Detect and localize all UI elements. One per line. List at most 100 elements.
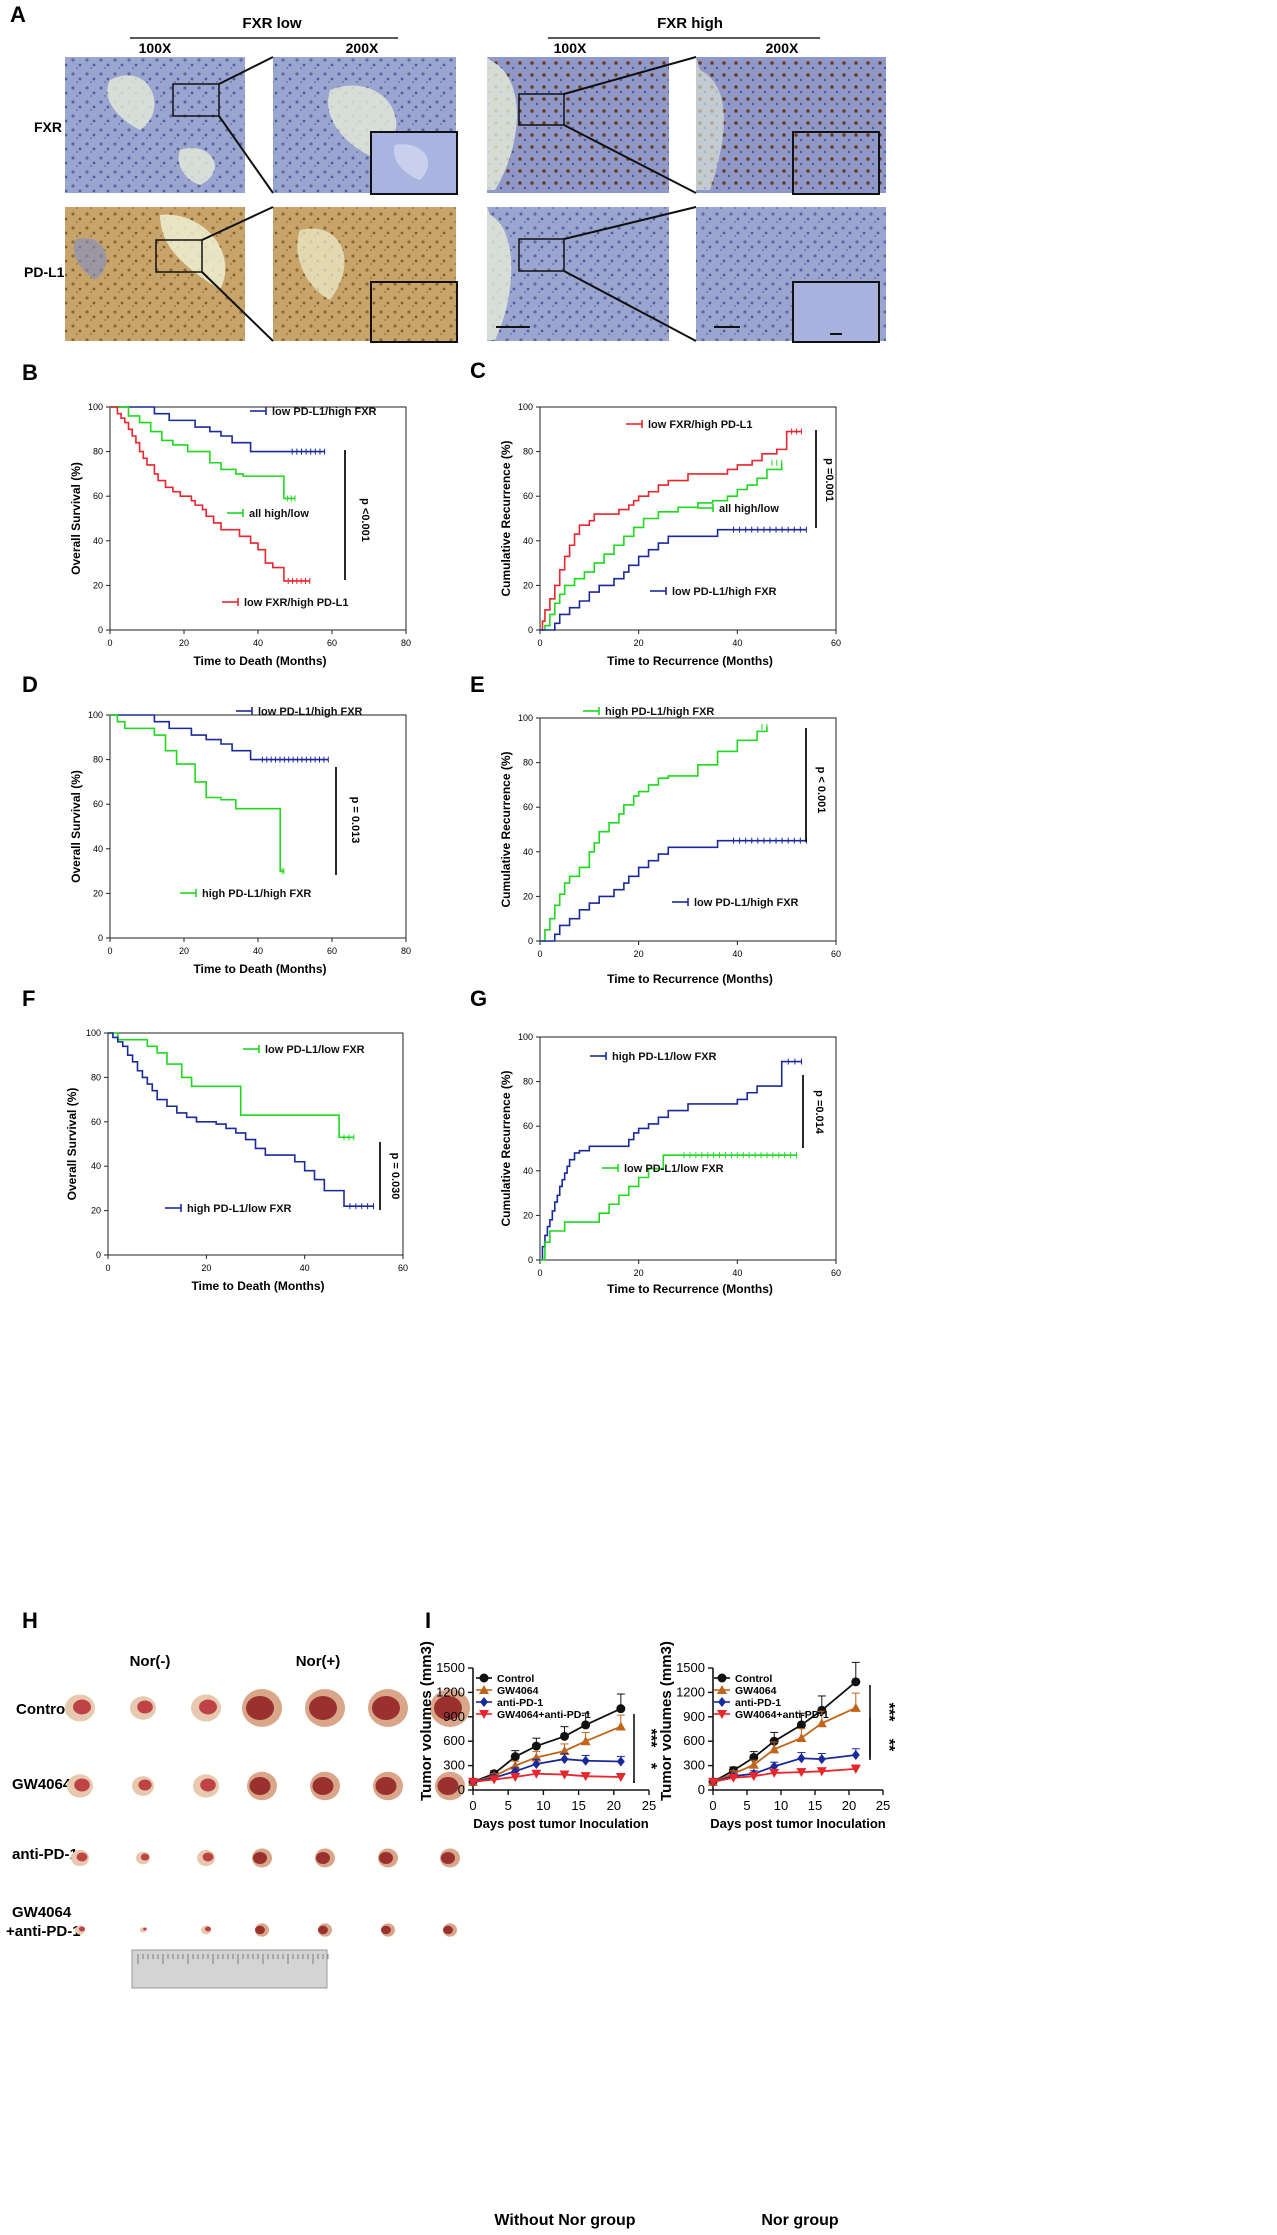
data-point — [797, 1753, 806, 1764]
data-point — [850, 1764, 861, 1774]
mag-label-200x-high: 200X — [766, 40, 799, 56]
tumor-hemorrhage — [137, 1700, 153, 1714]
x-tick-label: 0 — [537, 638, 542, 648]
series-line — [108, 1032, 374, 1207]
row-label-pdl1: PD-L1 — [24, 264, 65, 280]
chart-d: 0 20 40 60 80 0 20 40 60 80 100 Time to Death (Mont… — [69, 706, 411, 976]
series-line — [540, 430, 802, 631]
y-tick-label: 60 — [523, 491, 533, 501]
ruler — [131, 1949, 329, 1989]
y-axis-label: Cumulative Recurrence (%) — [499, 751, 513, 907]
data-point — [615, 1721, 626, 1731]
x-tick-label: 60 — [327, 638, 337, 648]
x-tick-label: 20 — [634, 638, 644, 648]
data-point — [816, 1767, 827, 1777]
significance-label: ** — [880, 1739, 897, 1752]
y-axis-label: Cumulative Recurrence (%) — [499, 440, 513, 596]
y-axis-label: Cumulative Recurrence (%) — [499, 1070, 513, 1226]
x-tick-label: 15 — [808, 1798, 822, 1813]
data-point — [748, 1772, 759, 1782]
data-point — [532, 1758, 541, 1769]
data-point — [510, 1760, 521, 1770]
data-point — [479, 1710, 489, 1719]
y-tick-label: 0 — [458, 1782, 465, 1797]
y-tick-label: 40 — [91, 1161, 101, 1171]
y-axis-label: Overall Survival (%) — [69, 770, 83, 883]
legend-entry: GW4064+anti-PD-1 — [497, 1709, 591, 1721]
tumor-hemorrhage — [140, 1853, 150, 1861]
panel-a: A FXR low FXR high 100X 200X 100X 200X F… — [10, 2, 886, 343]
x-tick-label: 0 — [107, 946, 112, 956]
zoom-line — [201, 271, 274, 342]
chart-i-without-nor: 0 5 10 15 20 25 0 300 600 900 1200 1500 Days post tu… — [418, 1641, 659, 2229]
x-axis-label: Time to Recurrence (Months) — [607, 1282, 773, 1296]
legend-entry: low PD-L1/high FXR — [694, 897, 799, 909]
series-line — [110, 406, 325, 453]
legend-entry: low FXR/high PD-L1 — [648, 419, 753, 431]
zoom-line — [563, 270, 697, 342]
series-line — [110, 714, 329, 761]
plot-frame — [107, 1032, 404, 1256]
y-tick-label: 0 — [96, 1250, 101, 1260]
panel-label-i: I — [425, 1608, 431, 1633]
panel-label-b: B — [22, 360, 38, 385]
data-point — [817, 1705, 827, 1715]
y-tick-label: 80 — [523, 1077, 533, 1087]
zoom-line — [563, 124, 697, 194]
y-axis-label: Overall Survival (%) — [65, 1088, 79, 1201]
y-tick-label: 40 — [93, 844, 103, 854]
legend-entry: anti-PD-1 — [735, 1697, 781, 1709]
tumor-hemorrhage — [200, 1778, 216, 1792]
y-axis-label: Tumor volumes (mm3) — [658, 1641, 675, 1801]
tumor-hemorrhage — [318, 1925, 328, 1935]
mag-label-100x-high: 100X — [554, 40, 587, 56]
data-point — [769, 1736, 779, 1746]
x-tick-label: 40 — [732, 949, 742, 959]
panel-label-d: D — [22, 672, 38, 697]
data-point — [479, 1673, 489, 1683]
y-axis-label: Tumor volumes (mm3) — [418, 1641, 435, 1801]
tumor-photo-grid — [65, 1689, 470, 1937]
micrograph-fxr-low-200x — [273, 57, 458, 195]
data-point — [717, 1673, 727, 1683]
significance-label: * — [642, 1763, 659, 1770]
data-point — [796, 1732, 807, 1742]
p-value: p <0.001 — [359, 498, 371, 542]
y-tick-label: 300 — [683, 1758, 705, 1773]
data-point — [616, 1704, 626, 1714]
y-tick-label: 1200 — [676, 1684, 705, 1699]
x-tick-label: 20 — [842, 1798, 856, 1813]
series-line — [110, 406, 295, 500]
row-label-combo-2: +anti-PD-1 — [6, 1923, 81, 1940]
x-tick-label: 60 — [398, 1263, 408, 1273]
plot-frame — [539, 1036, 837, 1261]
panel-label-c: C — [470, 358, 486, 383]
row-label-gw4064: GW4064 — [12, 1776, 72, 1793]
y-tick-label: 20 — [91, 1206, 101, 1216]
x-tick-label: 0 — [537, 1268, 542, 1278]
x-axis-label: Time to Death (Months) — [193, 962, 326, 976]
y-tick-label: 80 — [523, 758, 533, 768]
x-tick-label: 60 — [831, 638, 841, 648]
micrograph-fxr-high-100x — [487, 57, 669, 193]
legend-entry: low PD-L1/low FXR — [624, 1163, 724, 1175]
y-tick-label: 100 — [86, 1028, 101, 1038]
group-label-fxr-low: FXR low — [242, 15, 301, 32]
zoom-line — [563, 56, 697, 95]
group-label-fxr-high: FXR high — [657, 15, 723, 32]
tumor-hemorrhage — [312, 1777, 334, 1795]
tumor-hemorrhage — [73, 1699, 91, 1715]
x-axis-label: Time to Death (Months) — [193, 654, 326, 668]
y-tick-label: 100 — [518, 402, 533, 412]
data-point — [510, 1752, 520, 1762]
y-tick-label: 80 — [91, 1072, 101, 1082]
micrograph-pdl1-low-100x — [65, 207, 245, 341]
zoom-line — [218, 115, 274, 194]
tumor-hemorrhage — [375, 1777, 397, 1795]
legend-entry: high PD-L1/high FXR — [202, 888, 311, 900]
col-label-nor-plus: Nor(+) — [296, 1653, 341, 1670]
y-tick-label: 100 — [88, 402, 103, 412]
panel-label-e: E — [470, 672, 485, 697]
x-tick-label: 40 — [732, 638, 742, 648]
chart-c: 0 20 40 60 0 20 40 60 80 100 Time to Recurrence (M… — [499, 402, 841, 668]
